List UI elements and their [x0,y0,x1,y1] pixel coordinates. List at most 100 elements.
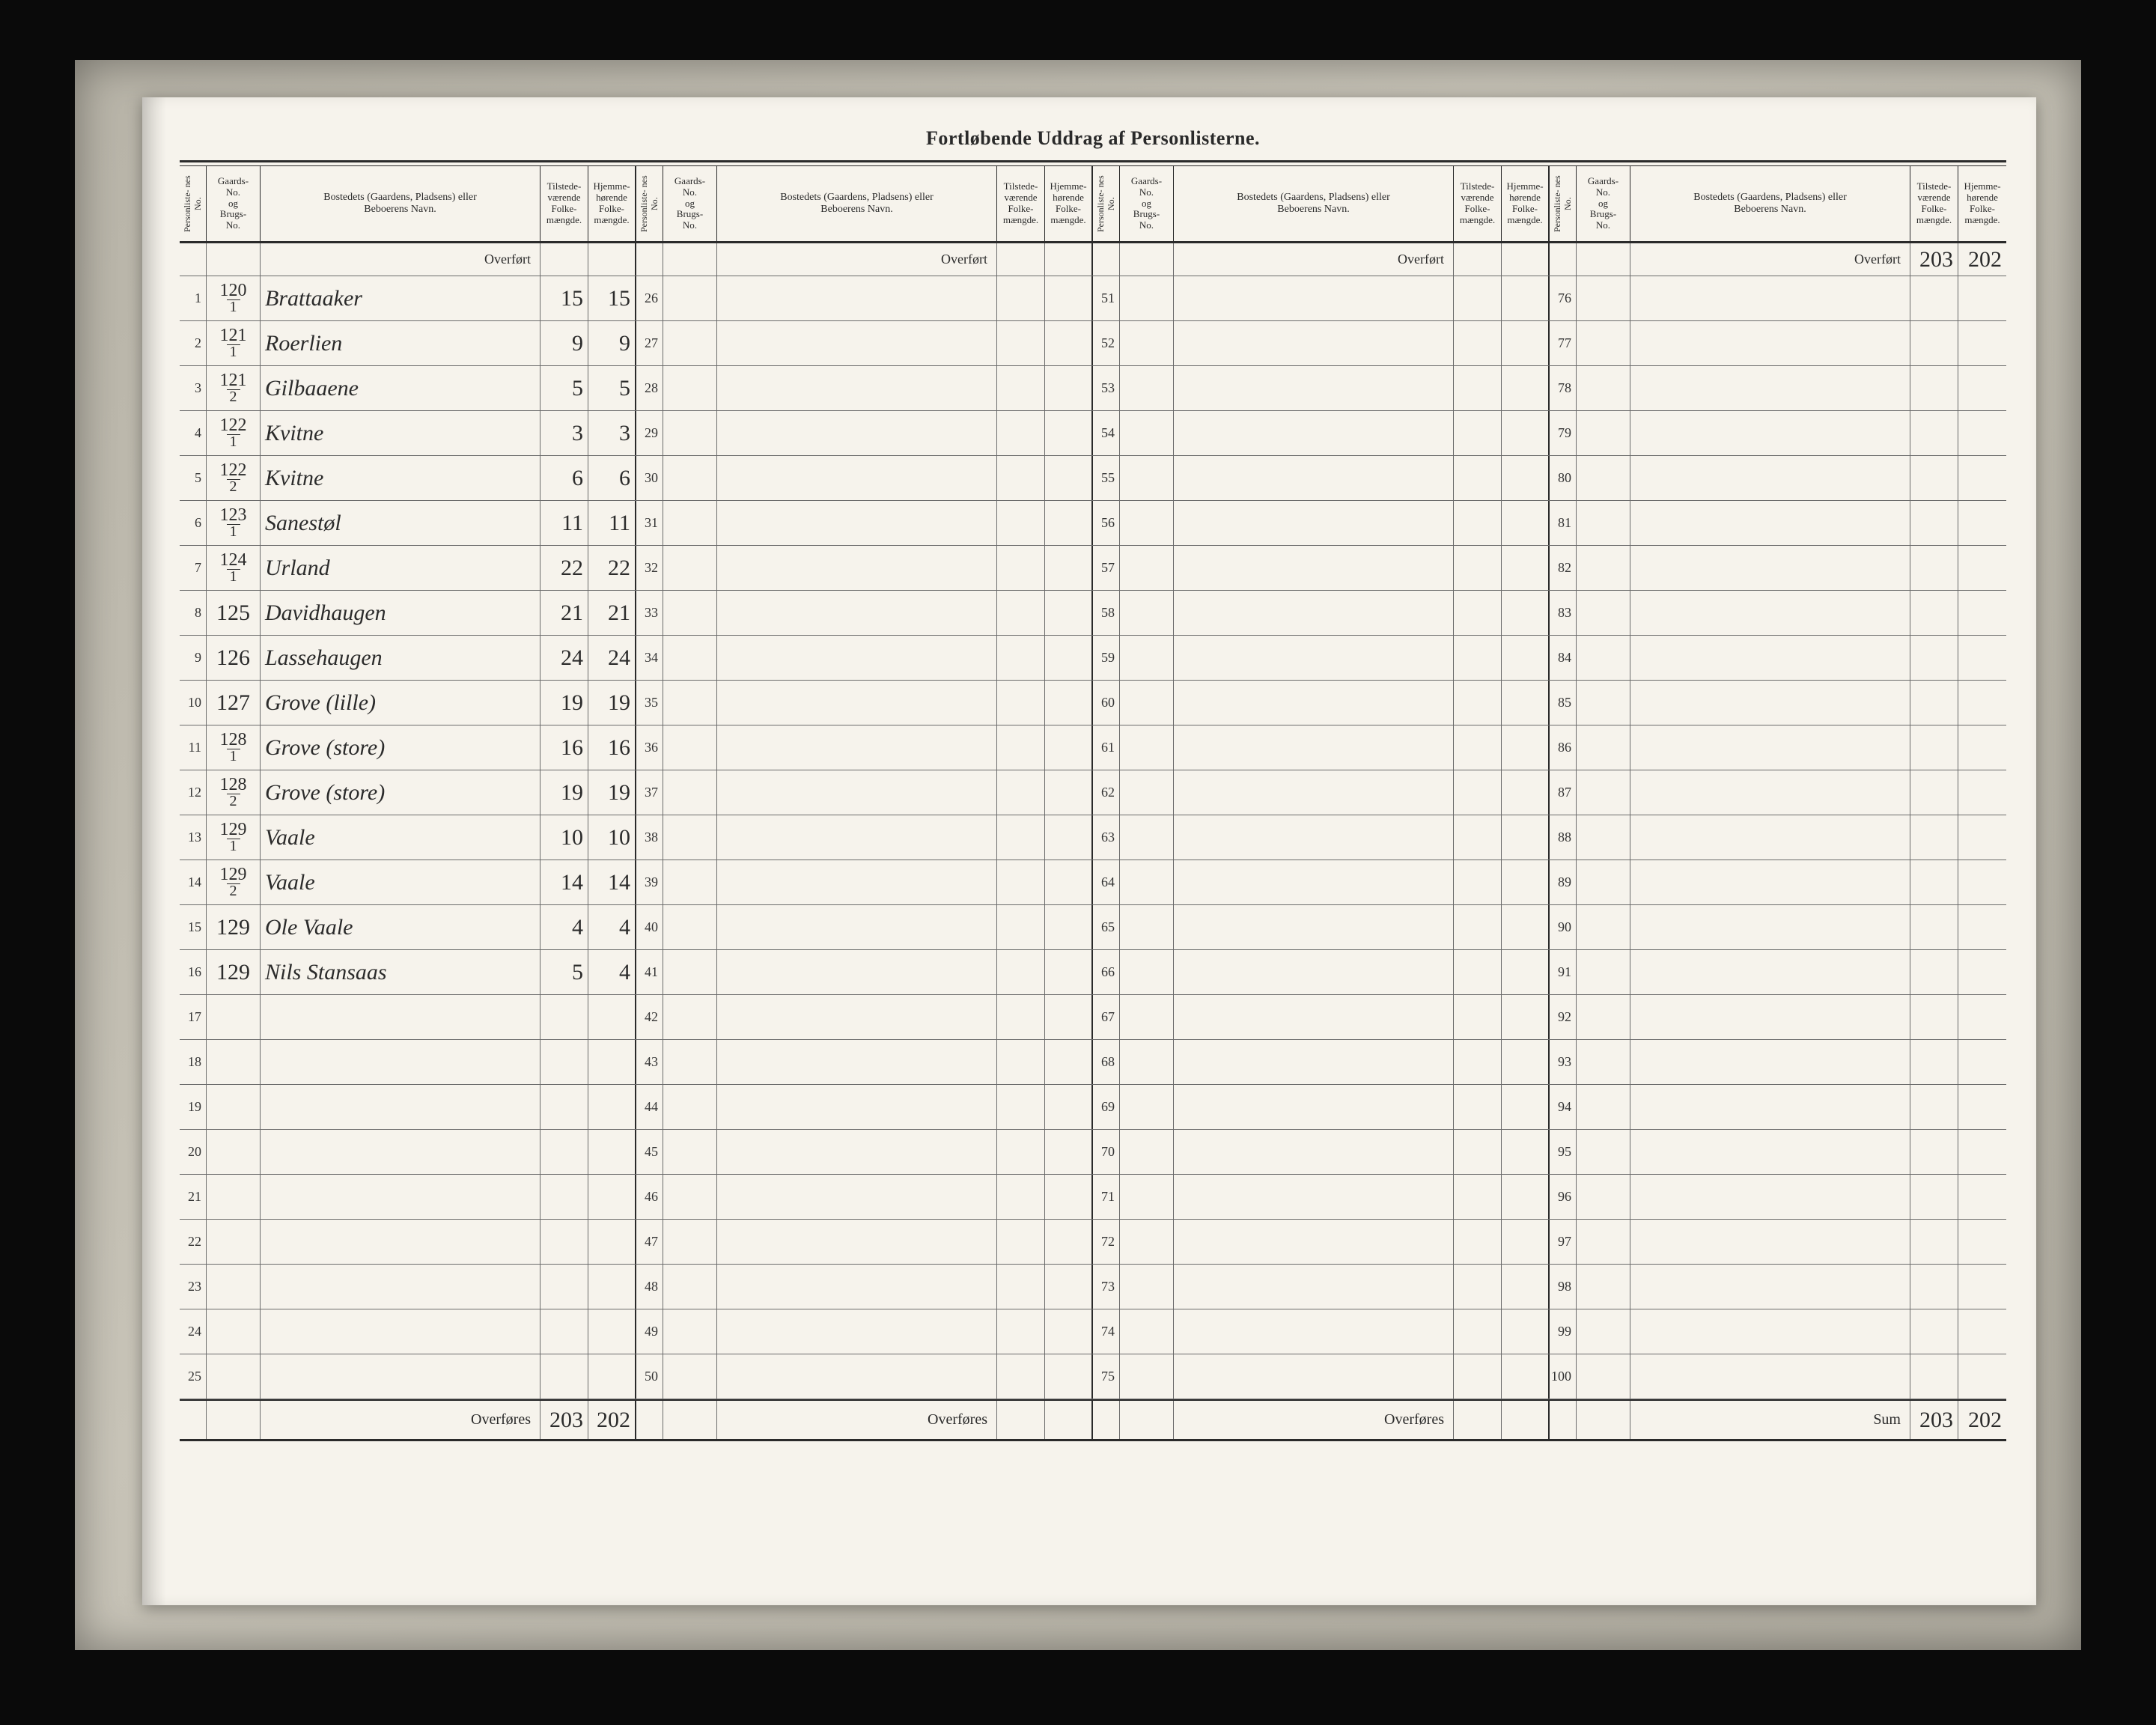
bosted-name [717,1265,997,1309]
tilstede-value [1454,770,1502,815]
gaards-no [1120,321,1174,365]
gaards-no [1120,950,1174,994]
table-row: 81 [1550,501,2006,546]
row-number: 49 [636,1309,663,1354]
hjemme-value: 14 [588,860,636,904]
bosted-name: Nils Stansaas [261,950,540,994]
table-row: 40 [636,905,1093,950]
row-number: 68 [1093,1040,1120,1084]
gaards-no [663,1040,717,1084]
hjemme-value [1958,905,2006,949]
bosted-name: Kvitne [261,456,540,500]
table-row: 77 [1550,321,2006,366]
gaards-no [207,1175,261,1219]
tilstede-value [997,321,1045,365]
gaards-no [1577,860,1630,904]
gaards-no [207,1085,261,1129]
footer-label: Overføres [717,1401,997,1439]
gaards-no [663,1085,717,1129]
table-row: 94 [1550,1085,2006,1130]
hjemme-value [1958,1309,2006,1354]
hjemme-value [1958,456,2006,500]
gaards-no [1577,321,1630,365]
bosted-name [1630,591,1910,635]
bosted-name [1174,636,1454,680]
gaards-no: 1292 [207,860,261,904]
gaards-no [1120,591,1174,635]
overfort-tilstede [1454,243,1502,276]
bosted-name [1174,770,1454,815]
table-row: 61231Sanestøl1111 [180,501,636,546]
row-number: 69 [1093,1085,1120,1129]
row-number: 26 [636,276,663,320]
hjemme-value [1045,636,1093,680]
row-number: 70 [1093,1130,1120,1174]
gaards-no [1120,456,1174,500]
gaards-no [663,815,717,860]
bosted-name [717,815,997,860]
bosted-name [1174,1220,1454,1264]
table-row: 20 [180,1130,636,1175]
tilstede-value [1454,591,1502,635]
tilstede-value [1454,501,1502,545]
row-number: 21 [180,1175,207,1219]
gaards-no [1577,1085,1630,1129]
bosted-name [1174,501,1454,545]
tilstede-value [1910,321,1958,365]
row-number: 25 [180,1354,207,1399]
tilstede-value [1910,591,1958,635]
table-row: 98 [1550,1265,2006,1309]
gaards-no [1577,276,1630,320]
tilstede-value: 4 [540,905,588,949]
gaards-no [207,1220,261,1264]
hjemme-value: 15 [588,276,636,320]
overfort-row: Overført [636,243,1093,276]
table-row: 53 [1093,366,1550,411]
table-row: 8125Davidhaugen2121 [180,591,636,636]
row-number: 99 [1550,1309,1577,1354]
tilstede-value [997,546,1045,590]
hjemme-value: 16 [588,725,636,770]
ledger-page: Fortløbende Uddrag af Personlisterne. Pe… [142,97,2036,1605]
hjemme-value [1502,860,1550,904]
tilstede-value: 11 [540,501,588,545]
tilstede-value: 9 [540,321,588,365]
tilstede-value [1454,905,1502,949]
footer-row: Sum203202 [1550,1399,2006,1441]
row-number: 53 [1093,366,1120,410]
table-row: 66 [1093,950,1550,995]
table-row: 50 [636,1354,1093,1399]
table-row: 19 [180,1085,636,1130]
table-row: 21211Roerlien99 [180,321,636,366]
table-row: 89 [1550,860,2006,905]
gaards-no: 1281 [207,725,261,770]
bosted-name [1174,905,1454,949]
tilstede-value [997,276,1045,320]
row-number: 66 [1093,950,1120,994]
bosted-name: Roerlien [261,321,540,365]
bosted-name [1630,1354,1910,1399]
tilstede-value [1454,1175,1502,1219]
row-number: 96 [1550,1175,1577,1219]
gaards-no: 1201 [207,276,261,320]
bosted-name [717,1309,997,1354]
hjemme-value [1502,1220,1550,1264]
hjemme-value [1958,366,2006,410]
bosted-name [1630,815,1910,860]
table-row: 36 [636,725,1093,770]
table-row: 84 [1550,636,2006,681]
gaards-no [1120,1130,1174,1174]
footer-tilstede [1454,1401,1502,1439]
gaards-no [663,950,717,994]
gaards-no [1120,1175,1174,1219]
bosted-name [1630,860,1910,904]
tilstede-value [997,1309,1045,1354]
row-number: 82 [1550,546,1577,590]
bosted-name: Grove (store) [261,770,540,815]
gaards-no [663,1265,717,1309]
bosted-name [717,366,997,410]
table-row: 55 [1093,456,1550,501]
tilstede-value: 3 [540,411,588,455]
bosted-name [1630,681,1910,725]
bosted-name [1174,456,1454,500]
